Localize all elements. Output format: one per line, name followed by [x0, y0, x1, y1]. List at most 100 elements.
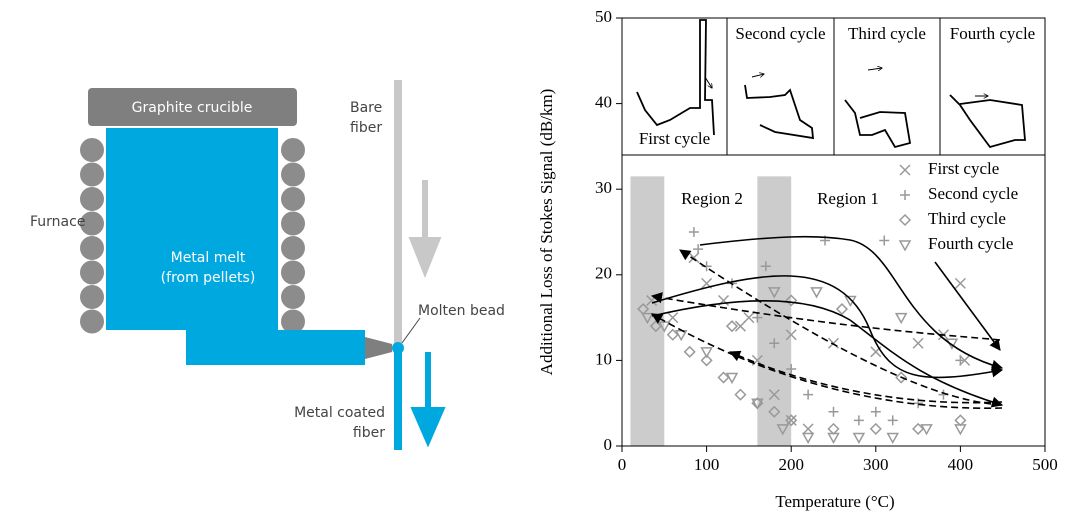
point: [700, 347, 713, 359]
inset-label: First cycle: [639, 129, 710, 148]
coil: [80, 187, 104, 211]
point: [641, 312, 654, 325]
point: [688, 227, 699, 237]
coil: [281, 211, 305, 236]
coil: [80, 236, 104, 260]
point: [803, 389, 814, 400]
point: [667, 312, 679, 324]
guide-curve: [699, 235, 1004, 371]
inset-trace: [844, 99, 912, 149]
coil: [80, 309, 104, 334]
point: [786, 363, 797, 374]
guide-curve: [650, 292, 1001, 341]
bare-fiber: [394, 80, 402, 345]
metal-melt: [106, 128, 365, 365]
process-diagram: Graphite crucible Furnace Metal melt (fr…: [30, 80, 505, 450]
point: [768, 389, 780, 401]
legend-label: Third cycle: [928, 209, 1006, 228]
point: [776, 424, 790, 436]
coated-fiber: [394, 345, 402, 450]
region-label: Region 2: [681, 189, 743, 208]
melt-label: Metal melt: [171, 250, 246, 266]
point: [658, 321, 671, 333]
x-tick-label: 200: [778, 455, 804, 474]
point: [810, 287, 823, 299]
legend-marker: [900, 190, 910, 200]
y-tick-label: 30: [595, 178, 612, 197]
chart: Temperature (°C) Additional Loss of Stok…: [537, 7, 1058, 511]
point: [954, 277, 966, 289]
inset-label: Third cycle: [848, 24, 926, 43]
coil: [281, 285, 305, 309]
point: [894, 312, 908, 325]
guide-curve: [934, 261, 1001, 351]
y-tick-label: 40: [595, 93, 612, 112]
y-tick-label: 20: [595, 264, 612, 283]
shaded-region: [757, 176, 792, 447]
coil: [281, 309, 305, 334]
point: [954, 424, 967, 436]
region-label: Region 1: [817, 189, 879, 208]
x-tick-label: 500: [1032, 455, 1058, 474]
point: [725, 372, 739, 385]
point: [760, 261, 771, 272]
point: [734, 388, 747, 401]
coil: [281, 187, 305, 211]
point: [785, 414, 798, 427]
point: [828, 406, 839, 417]
point: [683, 345, 696, 358]
point: [734, 320, 746, 332]
point: [768, 405, 781, 418]
point: [853, 415, 864, 426]
guide-curve: [651, 313, 1003, 410]
point: [768, 287, 781, 299]
x-tick-label: 400: [948, 455, 974, 474]
point: [827, 432, 840, 444]
bead-pointer: [401, 317, 421, 344]
legend-marker: [898, 213, 912, 227]
x-axis-title: Temperature (°C): [775, 492, 894, 511]
furnace-coils: [80, 138, 305, 334]
bare-label: Bare: [350, 100, 382, 116]
inset-trace: [744, 84, 815, 140]
coil: [281, 138, 305, 162]
coil: [80, 162, 104, 187]
point: [879, 235, 890, 246]
point: [955, 355, 966, 366]
point: [785, 329, 797, 341]
point: [887, 415, 898, 426]
y-tick-label: 0: [604, 435, 613, 454]
inset-label: Fourth cycle: [950, 24, 1035, 43]
point: [827, 422, 840, 435]
point: [870, 406, 881, 417]
point: [700, 354, 713, 367]
guide-curve: [651, 299, 1004, 408]
coil: [281, 236, 305, 260]
melt-label: (from pellets): [161, 270, 256, 286]
point: [717, 371, 730, 384]
legend-label: First cycle: [928, 159, 999, 178]
point: [666, 328, 679, 341]
nozzle: [365, 337, 392, 359]
point: [920, 424, 933, 436]
point: [725, 320, 739, 333]
point: [895, 371, 908, 384]
gray-arrow: [408, 180, 442, 279]
point: [912, 422, 925, 435]
point: [913, 398, 924, 409]
coil: [80, 260, 104, 285]
coil: [80, 285, 104, 309]
coil: [281, 162, 305, 187]
bead-label: Molten bead: [418, 303, 505, 319]
shaded-region: [630, 176, 665, 447]
coated-label: fiber: [353, 425, 385, 441]
legend-marker: [898, 240, 912, 252]
coil: [80, 211, 104, 236]
point: [785, 294, 798, 307]
crucible: [88, 88, 297, 126]
point: [769, 338, 780, 349]
point: [752, 312, 763, 323]
point: [802, 423, 814, 435]
